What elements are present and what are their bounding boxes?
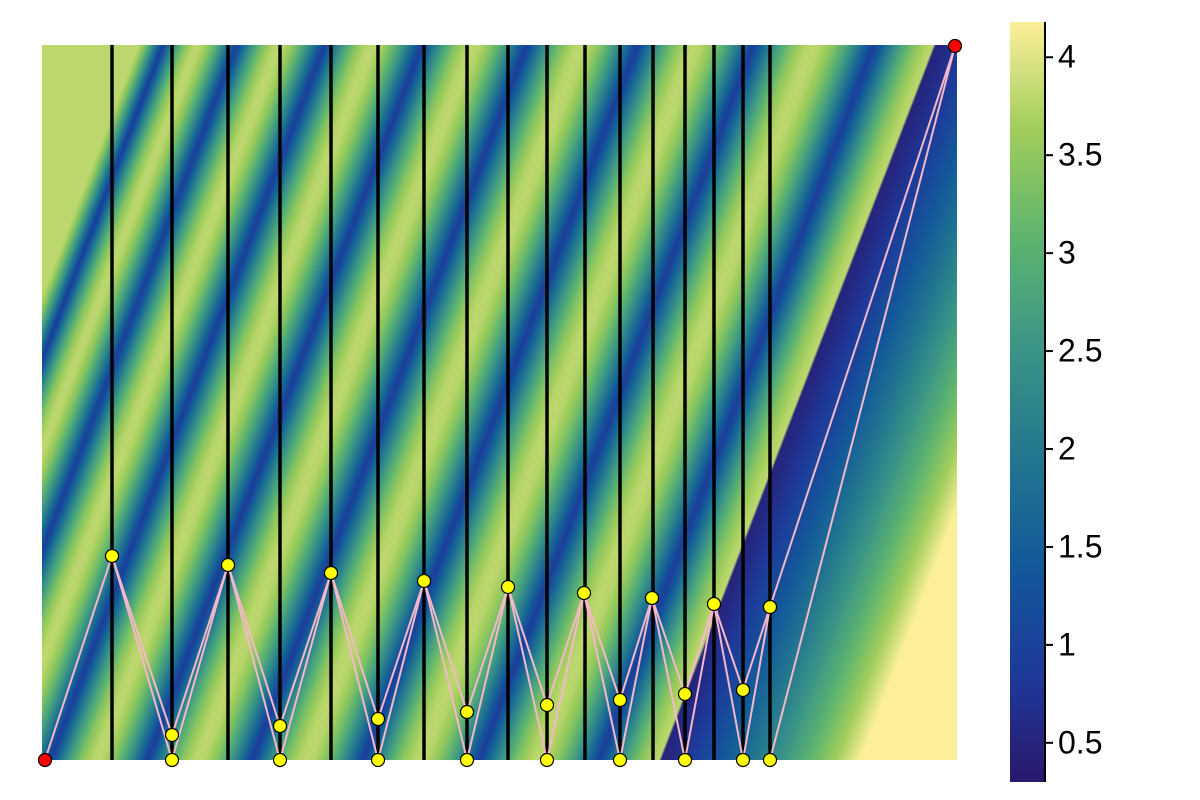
point: [762, 599, 778, 615]
trajectory-line: [651, 597, 686, 761]
endpoint: [37, 752, 53, 768]
point: [220, 557, 236, 573]
trajectory-line: [769, 45, 956, 761]
point: [677, 752, 693, 768]
trajectory-line: [111, 555, 173, 761]
trajectory-line: [279, 572, 332, 761]
point: [272, 752, 288, 768]
point: [104, 548, 120, 564]
trajectory-line: [377, 580, 425, 761]
trajectory-line: [684, 603, 715, 761]
tick-label: 1.5: [1058, 528, 1102, 564]
point: [539, 697, 555, 713]
point: [539, 752, 555, 768]
trajectory-line: [619, 597, 653, 761]
point: [370, 752, 386, 768]
point: [370, 711, 386, 727]
point: [762, 752, 778, 768]
trajectory-line: [742, 606, 771, 761]
point: [164, 752, 180, 768]
tick-label: 3.5: [1058, 137, 1102, 173]
point: [459, 752, 475, 768]
tick-label: 0.5: [1058, 724, 1102, 760]
trajectory-line: [466, 586, 509, 761]
colorbar: [1010, 22, 1045, 782]
tick-label: 3: [1058, 235, 1076, 271]
point: [272, 718, 288, 734]
trajectory-line: [507, 586, 548, 761]
point: [612, 752, 628, 768]
tick-label: 2.5: [1058, 333, 1102, 369]
point: [644, 590, 660, 606]
trajectory-line: [583, 592, 621, 761]
trajectory-line: [171, 564, 229, 761]
endpoint: [947, 38, 963, 54]
boundary-lines: [110, 45, 772, 760]
colorbar-ticks: 0.5 1 1.5 2 2.5 3 3.5 4: [1045, 39, 1102, 760]
trajectory-line: [330, 572, 379, 761]
point: [677, 686, 693, 702]
trajectory-line: [227, 564, 281, 761]
heatmap: [42, 45, 957, 760]
tick-label: 4: [1058, 39, 1076, 75]
trajectory-line: [423, 580, 468, 761]
point: [416, 573, 432, 589]
point: [735, 682, 751, 698]
point: [500, 579, 516, 595]
trajectory-line: [713, 603, 744, 761]
point: [735, 752, 751, 768]
point: [612, 692, 628, 708]
point: [706, 596, 722, 612]
point: [164, 727, 180, 743]
tick-label: 2: [1058, 430, 1076, 466]
point: [459, 704, 475, 720]
trajectory-line: [546, 592, 585, 761]
tick-label: 1: [1058, 626, 1076, 662]
points: [37, 38, 963, 768]
point: [323, 565, 339, 581]
point: [576, 585, 592, 601]
